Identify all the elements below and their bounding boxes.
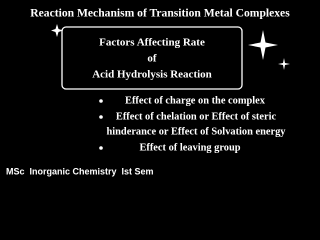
bullet-text: Effect of chelation or Effect of steric [116, 111, 277, 122]
sparkle [248, 30, 278, 60]
thumbnail: Reaction Mechanism of Transition Metal C… [6, 6, 291, 177]
bullet-text: Effect of charge on the complex [125, 95, 266, 106]
bullet-text: hinderance or Effect of Solvation energy [106, 126, 286, 137]
bullet-dot [99, 115, 103, 119]
footer: MSc Inorganic Chemistry Ist Sem [6, 166, 154, 176]
box-line: Factors Affecting Rate [99, 37, 205, 49]
box-line: of [147, 53, 157, 65]
bullet-dot [99, 146, 103, 150]
sparkle [278, 58, 290, 70]
box-line: Acid Hydrolysis Reaction [92, 69, 212, 81]
bullet-text: Effect of leaving group [139, 142, 240, 153]
bullet-dot [99, 99, 103, 103]
page: Reaction Mechanism of Transition Metal C… [6, 6, 291, 177]
sparkle [51, 24, 63, 37]
title: Reaction Mechanism of Transition Metal C… [30, 7, 290, 20]
box [61, 26, 243, 90]
